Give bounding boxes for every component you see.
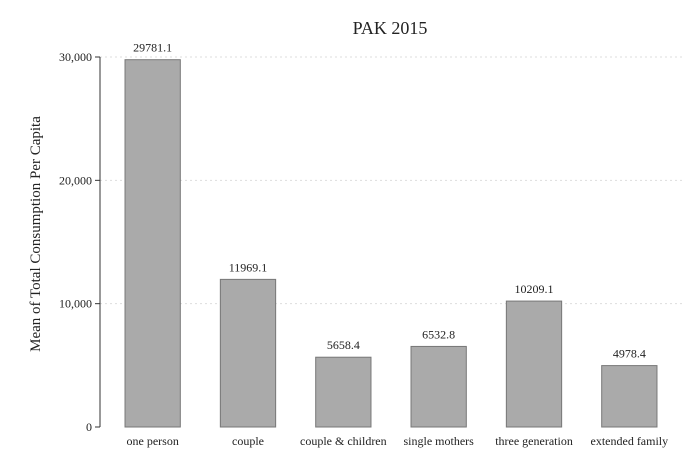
y-tick-label: 30,000 <box>59 50 92 64</box>
category-label: couple <box>232 434 264 448</box>
data-label: 5658.4 <box>327 338 360 352</box>
data-label: 6532.8 <box>422 327 455 341</box>
y-tick-label: 20,000 <box>59 173 92 187</box>
y-axis: 0 10,000 20,000 30,000 <box>59 50 101 434</box>
data-label: 11969.1 <box>229 260 268 274</box>
category-labels-group: one person couple couple & children single … <box>127 434 669 448</box>
bar <box>601 365 658 428</box>
bar <box>315 356 372 428</box>
y-axis-label: Mean of Total Consumption Per Capita <box>28 116 44 352</box>
category-label: single mothers <box>404 434 475 448</box>
category-label: extended family <box>591 434 669 448</box>
gridlines <box>100 56 682 305</box>
chart-title: PAK 2015 <box>353 18 428 38</box>
data-label: 4978.4 <box>613 347 646 361</box>
bar <box>124 59 181 428</box>
category-label: one person <box>127 434 179 448</box>
bars-group <box>124 59 658 428</box>
data-labels-group: 29781.1 11969.1 5658.4 6532.8 10209.1 4978.4 <box>133 41 646 361</box>
data-label: 10209.1 <box>515 282 554 296</box>
bar <box>219 278 277 428</box>
bar <box>505 300 563 428</box>
y-tick-label: 0 <box>86 420 92 434</box>
category-label: three generation <box>495 434 573 448</box>
y-tick-label: 10,000 <box>59 297 92 311</box>
bar <box>410 345 467 428</box>
category-label: couple & children <box>300 434 387 448</box>
data-label: 29781.1 <box>133 41 172 55</box>
